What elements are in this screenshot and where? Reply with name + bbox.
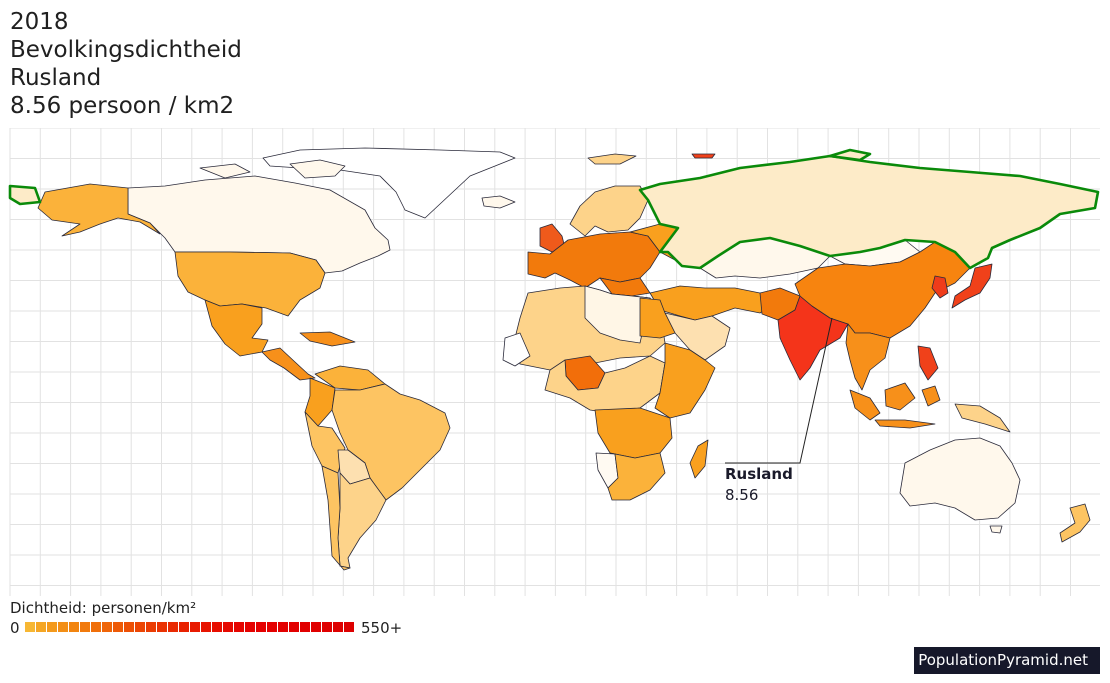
legend-swatch bbox=[91, 622, 101, 632]
legend-swatch bbox=[333, 622, 343, 632]
legend-swatch bbox=[69, 622, 79, 632]
callout-leader-line bbox=[725, 317, 833, 464]
brand-link[interactable]: PopulationPyramid.net bbox=[914, 647, 1100, 674]
country-papua-new-guinea[interactable] bbox=[954, 403, 1011, 433]
legend-swatch bbox=[146, 622, 156, 632]
legend-swatch bbox=[25, 622, 35, 632]
legend-swatch bbox=[289, 622, 299, 632]
country-rusland[interactable] bbox=[828, 148, 872, 162]
legend-swatch bbox=[278, 622, 288, 632]
country-rusland[interactable] bbox=[638, 154, 1100, 270]
legend-swatch bbox=[135, 622, 145, 632]
callout-country: Rusland bbox=[725, 465, 793, 483]
country-east-africa[interactable] bbox=[654, 342, 716, 419]
legend-swatch bbox=[311, 622, 321, 632]
callout-value: 8.56 bbox=[725, 486, 758, 504]
legend-swatch bbox=[267, 622, 277, 632]
legend-swatch bbox=[124, 622, 134, 632]
country-indonesia[interactable] bbox=[849, 389, 881, 421]
country-canada[interactable] bbox=[481, 195, 516, 209]
country-canada[interactable] bbox=[127, 175, 391, 274]
country-canada[interactable] bbox=[199, 163, 251, 179]
country-australia[interactable] bbox=[899, 437, 1021, 521]
legend-swatch bbox=[113, 622, 123, 632]
legend-swatch bbox=[201, 622, 211, 632]
value-label: 8.56 persoon / km2 bbox=[10, 93, 235, 119]
country-indonesia[interactable] bbox=[921, 385, 941, 407]
country-indonesia[interactable] bbox=[884, 382, 916, 411]
legend-swatch bbox=[300, 622, 310, 632]
country-china[interactable] bbox=[794, 241, 971, 339]
legend-swatch bbox=[212, 622, 222, 632]
legend-swatch bbox=[234, 622, 244, 632]
country-madagascar[interactable] bbox=[689, 439, 709, 479]
country-japan[interactable] bbox=[691, 153, 716, 159]
metric-label: Bevolkingsdichtheid bbox=[10, 37, 242, 63]
country-southeast-asia[interactable] bbox=[845, 323, 891, 391]
legend-swatch bbox=[179, 622, 189, 632]
legend-swatch bbox=[157, 622, 167, 632]
country-central-america[interactable] bbox=[299, 331, 356, 347]
legend-swatch bbox=[245, 622, 255, 632]
country-australia[interactable] bbox=[989, 525, 1003, 534]
country-alaska[interactable] bbox=[37, 183, 161, 237]
legend-swatch bbox=[256, 622, 266, 632]
world-map[interactable]: Rusland 8.56 bbox=[0, 128, 1110, 596]
legend-color-scale bbox=[25, 622, 355, 633]
country-label: Rusland bbox=[10, 65, 102, 91]
country-east-africa[interactable] bbox=[594, 407, 673, 459]
country-western-sahara[interactable] bbox=[502, 332, 531, 367]
country-scandinavia[interactable] bbox=[569, 185, 649, 237]
title-block: 2018 Bevolkingsdichtheid Rusland 8.56 pe… bbox=[10, 8, 242, 120]
country-central-africa[interactable] bbox=[544, 355, 666, 414]
country-united-states[interactable] bbox=[174, 251, 326, 317]
country-brazil[interactable] bbox=[331, 383, 451, 501]
legend-swatch bbox=[36, 622, 46, 632]
country-chile[interactable] bbox=[321, 465, 351, 571]
country-scandinavia[interactable] bbox=[587, 153, 637, 165]
country-mexico[interactable] bbox=[204, 299, 269, 357]
legend-swatch bbox=[344, 622, 354, 632]
legend-title: Dichtheid: personen/km² bbox=[10, 599, 197, 617]
legend-max-label: 550+ bbox=[361, 619, 403, 637]
year-label: 2018 bbox=[10, 9, 69, 35]
legend-swatch bbox=[322, 622, 332, 632]
country-egypt[interactable] bbox=[639, 297, 676, 339]
legend-swatch bbox=[223, 622, 233, 632]
country-indonesia[interactable] bbox=[874, 419, 936, 429]
country-callout: Rusland 8.56 bbox=[725, 317, 833, 504]
country-middle-east[interactable] bbox=[649, 285, 781, 321]
legend-swatch bbox=[190, 622, 200, 632]
legend-swatch bbox=[102, 622, 112, 632]
country-layer[interactable] bbox=[8, 147, 1100, 571]
country-southern-africa[interactable] bbox=[607, 452, 666, 501]
legend-swatch bbox=[168, 622, 178, 632]
legend-swatch bbox=[58, 622, 68, 632]
country-korea[interactable] bbox=[931, 275, 949, 299]
country-rusland[interactable] bbox=[8, 184, 42, 206]
country-saudi-arabia[interactable] bbox=[664, 312, 731, 361]
country-central-america[interactable] bbox=[261, 347, 316, 381]
country-philippines[interactable] bbox=[917, 345, 939, 381]
country-japan[interactable] bbox=[951, 263, 993, 309]
legend-swatch bbox=[80, 622, 90, 632]
country-new-zealand[interactable] bbox=[1059, 503, 1091, 543]
legend-min-label: 0 bbox=[10, 619, 20, 637]
legend-swatch bbox=[47, 622, 57, 632]
country-canada[interactable] bbox=[289, 159, 346, 179]
